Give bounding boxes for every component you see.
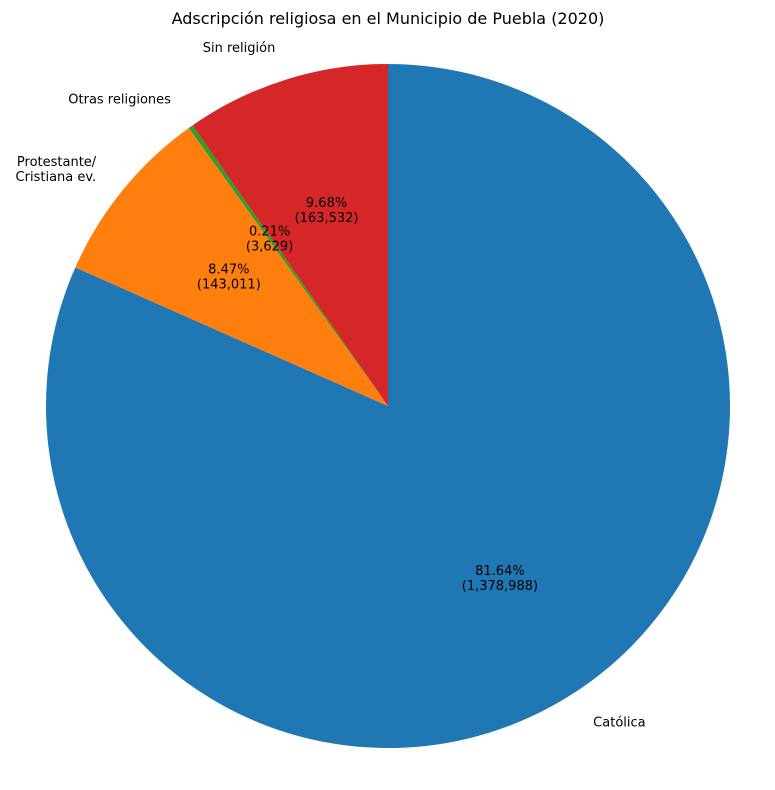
chart-title: Adscripción religiosa en el Municipio de… <box>172 9 605 28</box>
slice-label-catolica: Católica <box>593 715 645 730</box>
pie-slice-otras-religiones <box>188 125 388 407</box>
slice-label-otras-religiones: Otras religiones <box>68 93 171 108</box>
pie-slice-sin-religion <box>192 64 388 406</box>
slice-label-protestante-cristiana-ev: Protestante/Cristiana ev. <box>16 155 97 185</box>
slice-label-sin-religion: Sin religión <box>203 41 276 56</box>
slice-value-label-sin-religion: 9.68% (163,532) <box>295 196 359 226</box>
slice-value-label-otras-religiones: 0.21% (3,629) <box>246 224 293 254</box>
slice-value-label-catolica: 81.64% (1,378,988) <box>462 564 538 594</box>
pie-slice-protestante-cristiana-ev <box>75 128 389 406</box>
slice-value-label-protestante-cristiana-ev: 8.47% (143,011) <box>197 262 261 292</box>
